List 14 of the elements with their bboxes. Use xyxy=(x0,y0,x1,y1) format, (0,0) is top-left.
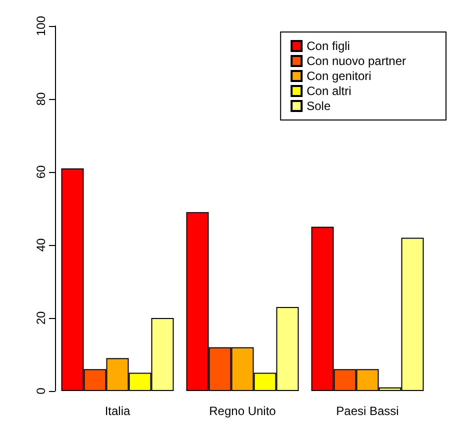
x-tick-label: Italia xyxy=(104,404,130,418)
y-tick-label: 100 xyxy=(34,16,48,36)
x-tick-label: Regno Unito xyxy=(209,404,276,418)
y-tick-label: 20 xyxy=(34,311,48,325)
legend-label: Con genitori xyxy=(306,69,372,83)
y-tick-label: 40 xyxy=(34,238,48,252)
legend-label: Con nuovo partner xyxy=(306,54,406,68)
legend-label: Con altri xyxy=(306,84,352,98)
legend-label: Con figli xyxy=(306,39,350,53)
y-tick-label: 60 xyxy=(34,165,48,179)
legend-label: Sole xyxy=(306,99,331,113)
x-tick-label: Paesi Bassi xyxy=(336,404,399,418)
y-tick-label: 0 xyxy=(34,387,48,394)
y-tick-label: 80 xyxy=(34,92,48,106)
